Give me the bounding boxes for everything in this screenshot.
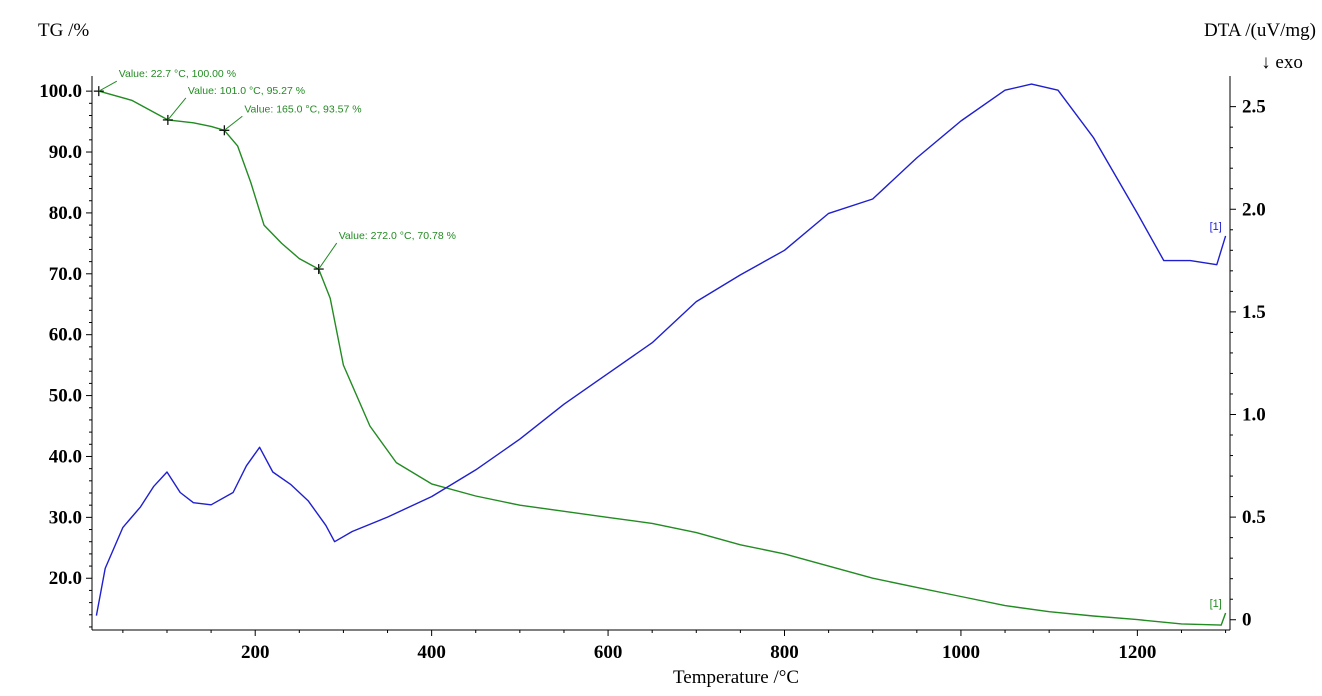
annotation-leader (224, 115, 243, 131)
y-left-tick-label: 40.0 (49, 446, 82, 467)
y-axis-left-title: TG /% (38, 20, 89, 41)
annotation-leader (167, 97, 187, 121)
y-left-tick-label: 20.0 (49, 568, 82, 589)
annotation-leader (318, 242, 338, 270)
x-axis-title: Temperature /°C (673, 667, 799, 688)
axes-layer: 200 400 600 800 1000 1200 20.0 30.0 40.0 50.0 60.0… (39, 76, 1266, 663)
y-axis-right-title: DTA /(uV/mg) (1204, 20, 1316, 41)
exo-direction-label: ↓ exo (1261, 52, 1303, 73)
y-left-tick-label: 90.0 (49, 142, 82, 163)
y-right-tick-label: 1.5 (1242, 302, 1266, 323)
y-right-tick-label: 0.5 (1242, 507, 1266, 528)
dta-series-line (95, 83, 1227, 616)
x-tick-label: 800 (770, 642, 799, 663)
x-tick-label: 1000 (942, 642, 980, 663)
x-tick-label: 200 (241, 642, 270, 663)
x-tick-label: 400 (417, 642, 446, 663)
annotation-label: Value: 272.0 °C, 70.78 % (339, 230, 456, 242)
dta-series-end-label: [1] (1210, 221, 1222, 233)
y-left-tick-label: 60.0 (49, 325, 82, 346)
y-right-tick-label: 2.0 (1242, 199, 1266, 220)
annotation-leader (98, 80, 118, 92)
y-left-tick-label: 70.0 (49, 264, 82, 285)
y-left-tick-label: 30.0 (49, 507, 82, 528)
tg-series-end-label: [1] (1210, 598, 1222, 610)
tg-series-line (98, 90, 1227, 626)
annotation-label: Value: 101.0 °C, 95.27 % (188, 85, 305, 97)
x-tick-label: 600 (594, 642, 623, 663)
y-left-tick-label: 80.0 (49, 203, 82, 224)
annotation-layer: Value: 22.7 °C, 100.00 % Value: 101.0 °C,… (93, 68, 456, 275)
x-tick-label: 1200 (1118, 642, 1156, 663)
annotation-label: Value: 165.0 °C, 93.57 % (244, 103, 361, 115)
y-right-tick-label: 2.5 (1242, 97, 1266, 118)
series-layer: [1] [1] (95, 83, 1227, 626)
y-left-tick-label: 50.0 (49, 386, 82, 407)
y-right-tick-label: 1.0 (1242, 404, 1266, 425)
y-right-tick-label: 0 (1242, 610, 1252, 631)
annotation-label: Value: 22.7 °C, 100.00 % (119, 68, 236, 80)
y-left-tick-label: 100.0 (39, 81, 82, 102)
